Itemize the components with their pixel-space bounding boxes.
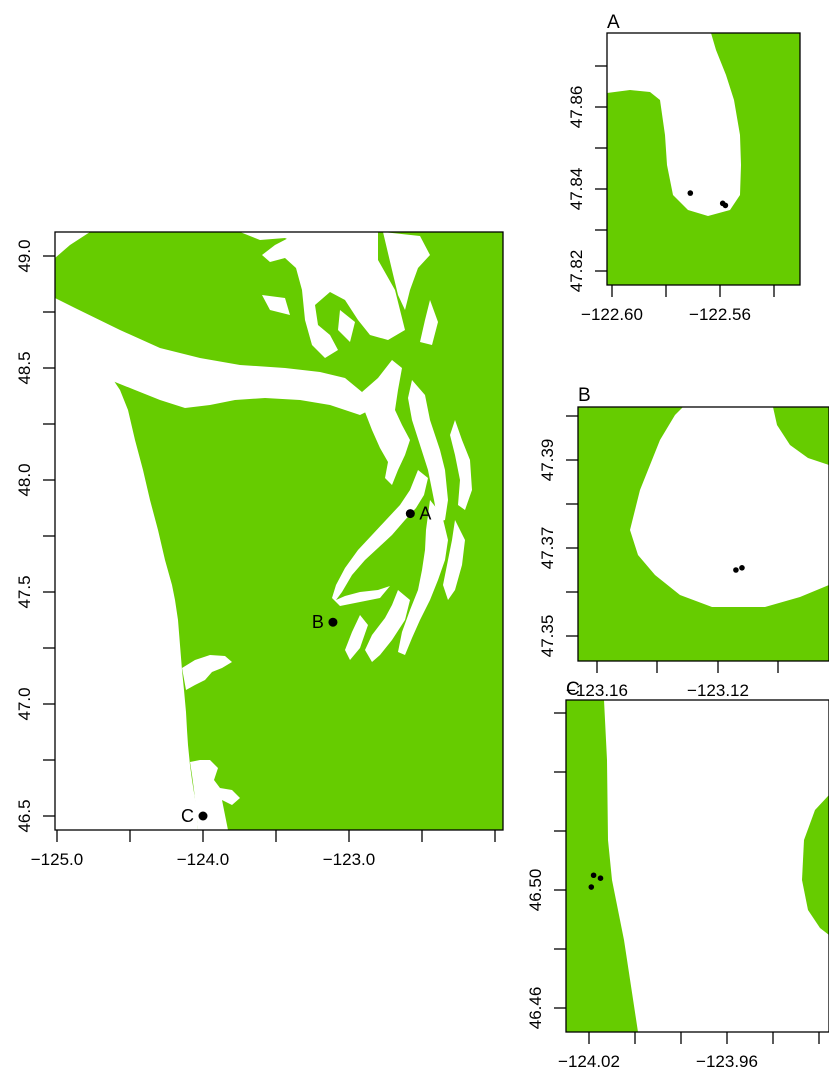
inset-b-y-tick-label: 47.37 (538, 527, 557, 570)
inset-c: C −124.02 −123.96 46.46 46.50 (526, 679, 829, 1071)
inset-a-y-tick-label: 47.86 (567, 86, 586, 129)
site-label: B (312, 612, 324, 632)
site-label: C (181, 806, 194, 826)
main-y-tick-label: 47.0 (15, 687, 34, 720)
inset-b-x-axis (597, 661, 778, 673)
main-y-tick-label: 49.0 (15, 239, 34, 272)
main-y-tick-label: 48.5 (15, 351, 34, 384)
inset-b-y-axis (566, 416, 578, 636)
inset-c-title: C (566, 679, 580, 700)
main-y-tick-label: 46.5 (15, 799, 34, 832)
sample-point (733, 567, 739, 573)
inset-a-y-tick-label: 47.82 (567, 250, 586, 293)
inset-a: A −122.60 −122.56 47.82 47.84 47.86 (567, 12, 800, 324)
inset-a-x-axis (612, 285, 774, 297)
main-y-axis (43, 256, 55, 816)
inset-b-title: B (578, 385, 591, 406)
inset-a-y-axis (595, 66, 607, 271)
main-map: −125.0 −124.0 −123.0 46.5 47.0 47.5 48.0… (15, 232, 503, 869)
main-x-axis (57, 830, 495, 842)
inset-a-title: A (607, 12, 620, 33)
inset-b-y-tick-label: 47.35 (538, 615, 557, 658)
main-y-tick-label: 47.5 (15, 575, 34, 608)
inset-c-y-tick-label: 46.50 (526, 869, 545, 912)
main-x-tick-label: −125.0 (31, 850, 83, 869)
sample-point (591, 872, 597, 878)
sample-point (688, 190, 694, 196)
sample-point (723, 203, 729, 209)
inset-b-y-tick-label: 47.39 (538, 439, 557, 482)
inset-a-x-tick-label: −122.56 (689, 305, 751, 324)
main-y-tick-label: 48.0 (15, 463, 34, 496)
sample-point (598, 875, 604, 881)
site-marker (199, 812, 208, 821)
inset-c-y-tick-label: 46.46 (526, 987, 545, 1030)
inset-c-x-tick-label: −123.96 (696, 1052, 758, 1071)
site-label: A (419, 504, 431, 524)
inset-c-x-axis (589, 1032, 819, 1044)
main-x-tick-label: −123.0 (323, 850, 375, 869)
inset-a-x-tick-label: −122.60 (581, 305, 643, 324)
site-marker (328, 618, 337, 627)
sample-point (739, 565, 745, 571)
sample-point (589, 884, 595, 890)
inset-a-y-tick-label: 47.84 (567, 168, 586, 211)
inset-b: B −123.16 −123.12 47.35 47.37 47.39 (538, 385, 829, 700)
site-marker (406, 509, 415, 518)
inset-c-x-tick-label: −124.02 (558, 1052, 620, 1071)
main-x-tick-label: −124.0 (177, 850, 229, 869)
inset-c-y-axis (554, 713, 566, 1008)
inset-b-x-tick-label: −123.12 (687, 681, 749, 700)
